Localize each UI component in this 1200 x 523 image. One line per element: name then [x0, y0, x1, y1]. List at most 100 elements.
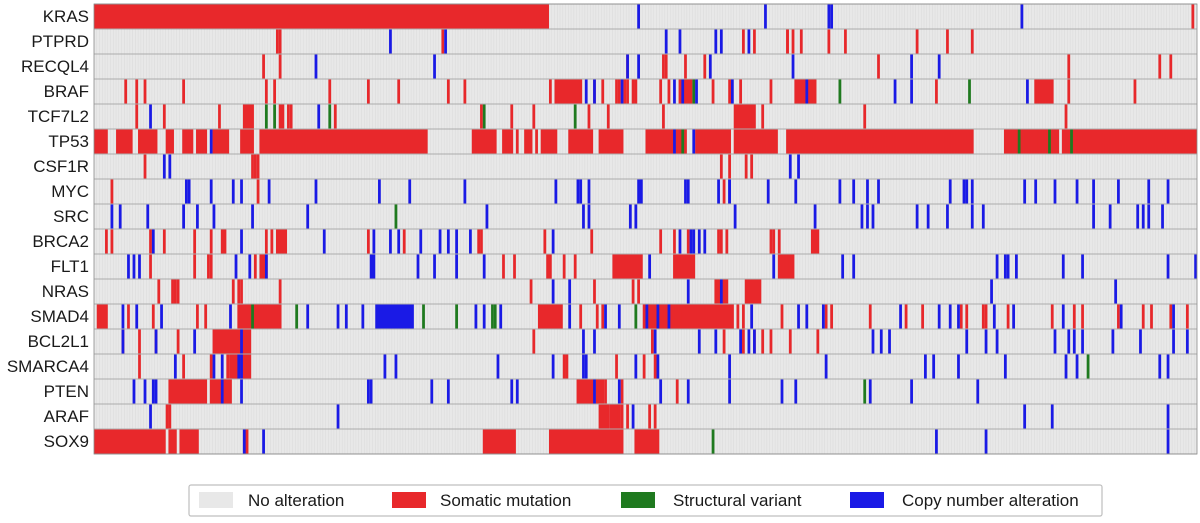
cell-brca2-mut — [717, 229, 720, 254]
legend-swatch-copy-number-alteration — [850, 492, 884, 508]
cell-bcl2l1-cna — [1139, 329, 1142, 354]
cell-smad4-cna — [135, 304, 139, 329]
cell-smad4-cna — [797, 304, 800, 329]
cell-bcl2l1-cna — [739, 329, 743, 354]
cell-ptprd-mut — [753, 29, 756, 54]
cell-braf-mut — [579, 79, 583, 104]
cell-src-cna — [146, 204, 150, 229]
cell-tp53-cna — [692, 129, 696, 154]
cell-myc-cna — [686, 179, 690, 204]
cell-smad4-cna — [617, 304, 621, 329]
cell-brca2-cna — [689, 229, 693, 254]
legend-label-no-alteration: No alteration — [248, 491, 344, 510]
cell-nras-mut — [157, 279, 161, 304]
cell-smarca4-cna — [220, 354, 224, 379]
cell-smad4-cna — [499, 304, 503, 329]
cell-smarca4-cna — [551, 354, 555, 379]
cell-ptprd-mut — [970, 29, 974, 54]
cell-src-cna — [1136, 204, 1140, 229]
cell-flt1-cna — [1081, 254, 1084, 279]
cell-ptprd-mut — [786, 29, 789, 54]
cell-smad4-cna — [645, 304, 649, 329]
cell-smarca4-cna — [584, 354, 588, 379]
cell-ptprd-mut — [441, 29, 445, 54]
cell-myc-cna — [231, 179, 235, 204]
cell-src-cna — [1161, 204, 1164, 229]
cell-pten-mut — [604, 379, 607, 404]
cell-pten-mut — [675, 379, 679, 404]
cell-flt1-cna — [1003, 254, 1007, 279]
cell-smarca4-mut — [138, 354, 141, 379]
cell-bcl2l1-cna — [1111, 329, 1115, 354]
cell-flt1-mut — [149, 254, 152, 279]
cell-brca2-mut — [264, 229, 268, 254]
cell-smarca4-cna — [1003, 354, 1007, 379]
cell-braf-mut — [548, 79, 552, 104]
cell-src-cna — [110, 204, 114, 229]
cell-tcf7l2-mut — [733, 104, 756, 129]
cell-smad4-mut — [96, 304, 108, 329]
gene-label-smad4: SMAD4 — [30, 307, 89, 326]
cell-brca2-cna — [438, 229, 442, 254]
cell-myc-cna — [240, 179, 243, 204]
cell-myc-cna — [965, 179, 969, 204]
cell-kras-mut — [1191, 4, 1195, 29]
cell-pten-cna — [430, 379, 434, 404]
cell-araf-cna — [631, 404, 635, 429]
cell-myc-cna — [587, 179, 591, 204]
cell-recql4-cna — [314, 54, 318, 79]
cell-brca2-cna — [151, 229, 155, 254]
cell-smad4-sv — [455, 304, 458, 329]
cell-src-cna — [251, 204, 254, 229]
cell-bcl2l1-cna — [753, 329, 756, 354]
cell-araf-mut — [653, 404, 657, 429]
cell-smad4-cna — [899, 304, 902, 329]
cell-smad4-mut — [959, 304, 963, 329]
cell-flt1-cna — [1061, 254, 1065, 279]
cell-csf1r-mut — [256, 154, 260, 179]
cell-brca2-cna — [419, 229, 423, 254]
cell-flt1-cna — [852, 254, 856, 279]
cell-flt1-mut — [253, 254, 257, 279]
cell-brca2-mut — [105, 229, 108, 254]
cell-brca2-mut — [220, 229, 227, 254]
cell-myc-cna — [639, 179, 643, 204]
cell-tcf7l2-mut — [1064, 104, 1068, 129]
cell-bcl2l1-cna — [747, 329, 751, 354]
cell-pten-cna — [910, 379, 913, 404]
cell-smad4-cna — [474, 304, 478, 329]
gene-label-recql4: RECQL4 — [21, 57, 89, 76]
cell-recql4-mut — [664, 54, 668, 79]
cell-recql4-cna — [637, 54, 640, 79]
cell-bcl2l1-cna — [582, 329, 585, 354]
cell-braf-mut — [739, 79, 743, 104]
cell-sox9-sv — [711, 429, 715, 454]
cell-tp53-sv — [681, 129, 685, 154]
cell-brca2-cna — [697, 229, 701, 254]
cell-bcl2l1-mut — [176, 329, 180, 354]
cell-tp53-mut — [540, 129, 558, 154]
cell-smad4-cna — [1012, 304, 1016, 329]
cell-braf-cna — [695, 79, 698, 104]
cell-braf-mut — [634, 79, 638, 104]
cell-tp53-mut — [138, 129, 158, 154]
cell-nras-mut — [173, 279, 177, 304]
cell-sox9-mut — [179, 429, 199, 454]
cell-myc-cna — [554, 179, 558, 204]
cell-tp53-mut — [1061, 129, 1197, 154]
cell-pten-cna — [369, 379, 373, 404]
cell-smad4-sv — [251, 304, 254, 329]
cell-recql4-cna — [626, 54, 629, 79]
cell-myc-cna — [877, 179, 880, 204]
cell-smarca4-cna — [728, 354, 731, 379]
cell-pten-cna — [132, 379, 136, 404]
cell-src-cna — [582, 204, 585, 229]
cell-araf-mut — [620, 404, 624, 429]
legend-label-somatic-mutation: Somatic mutation — [440, 491, 571, 510]
cell-src-cna — [1141, 204, 1145, 229]
cell-pten-mut — [168, 379, 208, 404]
cell-tp53-mut — [138, 129, 141, 154]
cell-myc-mut — [256, 179, 260, 204]
cell-flt1-cna — [841, 254, 845, 279]
cell-pten-cna — [593, 379, 596, 404]
